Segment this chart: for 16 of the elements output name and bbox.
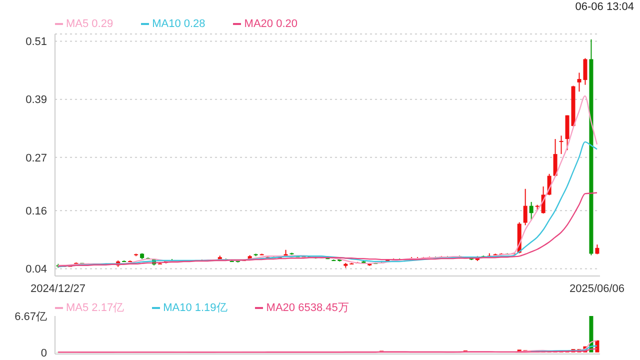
y-tick-label: 0.04 [26, 264, 47, 276]
legend-label: MA20 0.20 [243, 18, 298, 30]
x-tick-label: 2024/12/27 [30, 282, 86, 295]
legend-label: MA5 2.17亿 [65, 301, 124, 315]
legend-label: MA5 0.29 [65, 18, 114, 30]
text: 06-06 13:04 [575, 1, 634, 13]
legend-label: MA20 6538.45万 [265, 301, 349, 315]
y-tick-label: 0.39 [26, 94, 47, 106]
y-tick-label: 0.27 [26, 152, 47, 164]
y-tick-label: 0 [40, 347, 47, 360]
y-tick-label: 0.51 [26, 36, 47, 48]
legend-label: MA10 0.28 [151, 18, 206, 30]
y-tick-label: 6.67亿 [14, 310, 47, 323]
y-tick-label: 0.16 [26, 206, 47, 218]
x-tick-label: 2025/06/06 [569, 282, 625, 295]
legend-label: MA10 1.19亿 [162, 301, 228, 315]
